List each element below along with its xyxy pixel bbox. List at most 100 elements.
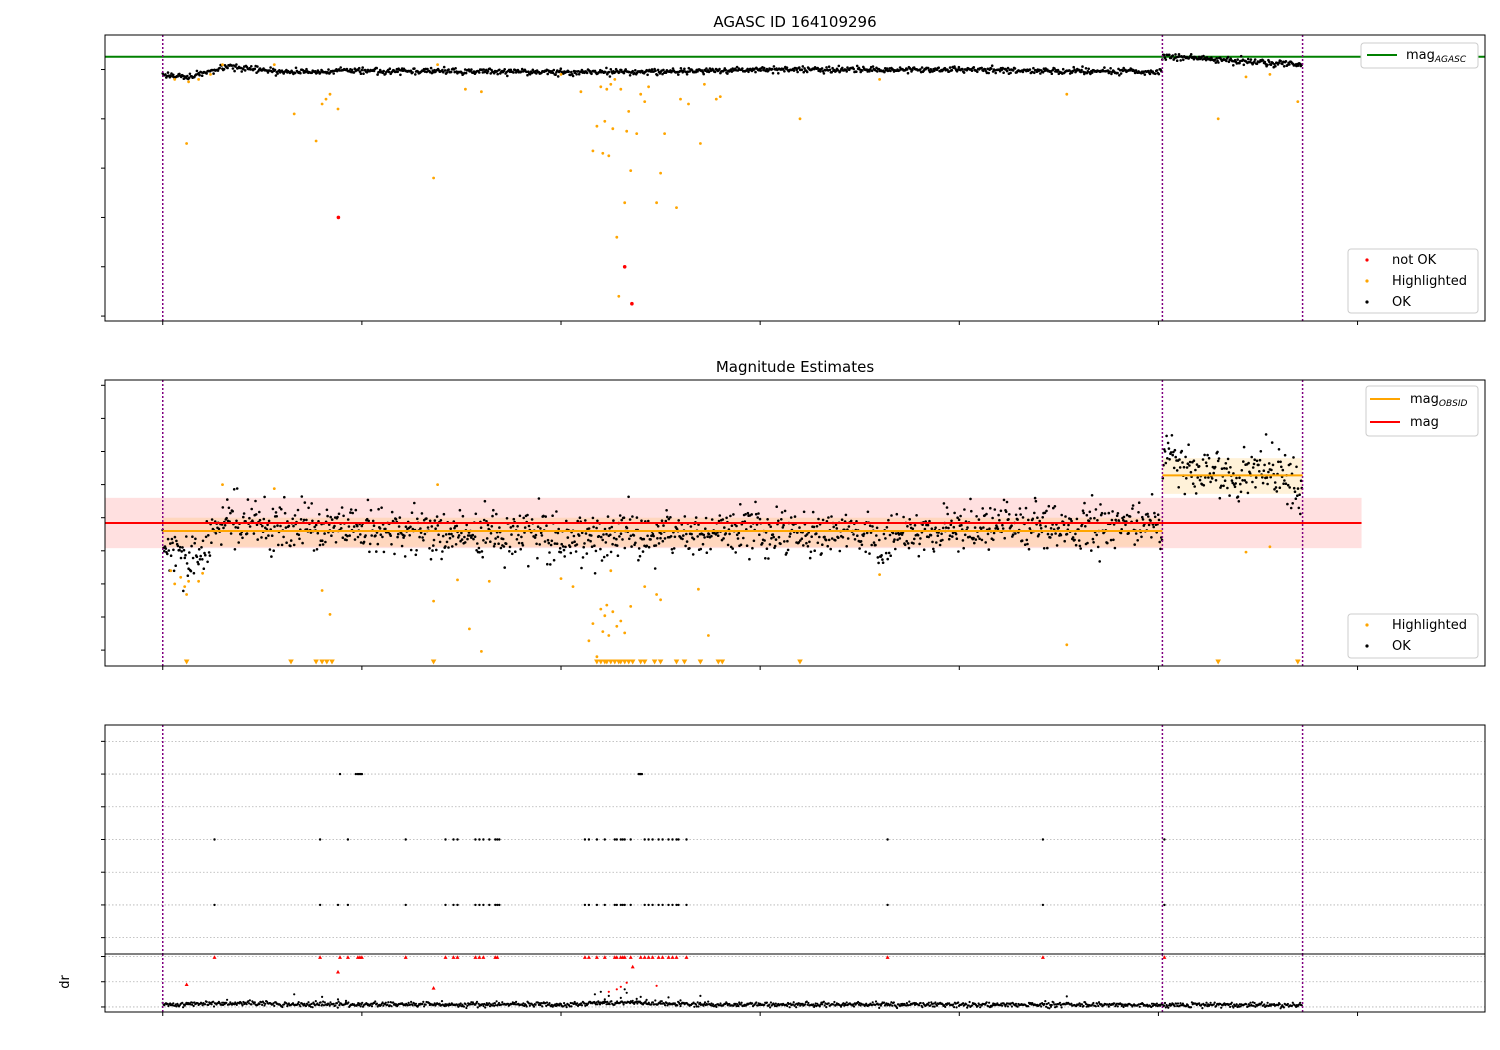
dr-ok-point — [374, 1000, 377, 1003]
ok-point — [933, 69, 936, 72]
dr-not-ok-point — [622, 955, 627, 959]
ok-point — [580, 68, 584, 72]
dr-ok-point — [1058, 1001, 1062, 1004]
ok-point — [1175, 469, 1179, 472]
ok-point — [950, 68, 954, 72]
ok-point — [350, 68, 354, 72]
ok-point — [299, 518, 303, 521]
dr-ok-point — [787, 1002, 790, 1006]
ok-point — [442, 65, 446, 69]
dr-not-ok-point — [594, 955, 599, 959]
ok-point — [264, 526, 267, 530]
ok-point — [1113, 546, 1117, 550]
ok-point — [1024, 506, 1028, 510]
ok-point — [346, 518, 350, 521]
dr-ok-point — [457, 1005, 460, 1008]
ok-point — [420, 512, 424, 515]
highlighted-point — [595, 655, 599, 659]
dr-not-ok-point — [335, 969, 340, 974]
ok-point — [169, 542, 172, 545]
ok-point — [182, 589, 185, 593]
ok-point — [1007, 518, 1010, 521]
ok-point — [951, 531, 955, 535]
ok-point — [1215, 57, 1218, 60]
ok-point — [481, 555, 485, 559]
dr-ok-point — [1094, 1005, 1097, 1008]
ok-point — [1050, 72, 1054, 75]
dr-ok-point — [1290, 1004, 1294, 1007]
ok-point — [631, 515, 634, 518]
ok-point — [1291, 502, 1294, 505]
ok-point — [957, 65, 961, 69]
ok-point — [726, 72, 729, 75]
ok-point — [841, 536, 845, 539]
ok-point — [989, 506, 992, 510]
ok-point — [1171, 54, 1175, 57]
ok-point — [1149, 519, 1152, 522]
ok-point — [868, 524, 872, 528]
ok-point — [202, 567, 206, 570]
dr-ok-point — [1209, 1001, 1212, 1004]
ok-point — [917, 554, 921, 558]
ok-point — [632, 534, 636, 537]
ok-point — [761, 541, 764, 545]
ok-point — [786, 539, 789, 543]
ok-point — [374, 534, 377, 537]
ok-point — [580, 566, 583, 570]
ok-point — [1265, 476, 1269, 479]
flag-point — [671, 838, 674, 841]
ok-point — [461, 514, 465, 518]
ok-point — [1134, 532, 1138, 535]
legend-swatch-highlighted — [1365, 279, 1369, 283]
ok-point — [862, 532, 866, 536]
dr-ok-point — [1079, 1004, 1082, 1008]
ok-point — [368, 550, 371, 554]
ok-point — [739, 503, 742, 506]
ok-point — [837, 536, 840, 539]
dr-ok-point — [962, 1002, 965, 1005]
ok-point — [1047, 504, 1051, 508]
dr-ok-point — [515, 1000, 518, 1004]
dr-ok-point — [728, 1002, 731, 1006]
highlighted-point — [320, 102, 324, 106]
highlighted-point — [643, 100, 647, 103]
ok-point — [811, 510, 815, 514]
dr-not-ok-point — [638, 955, 643, 959]
dr-ok-point — [488, 1002, 491, 1005]
flag-point — [671, 903, 674, 907]
dr-ok-point — [204, 1003, 207, 1006]
dr-ok-point — [907, 1004, 910, 1007]
highlighted-point — [456, 578, 459, 582]
ok-point — [575, 543, 579, 546]
ok-point — [1261, 59, 1265, 62]
highlighted-point — [324, 97, 328, 101]
ok-point — [1089, 72, 1092, 76]
ok-point — [362, 540, 366, 544]
highlighted-point — [432, 176, 435, 180]
ok-point — [913, 537, 916, 541]
flag-point — [478, 903, 481, 907]
ok-point — [664, 519, 668, 523]
flag-point — [623, 838, 626, 841]
ok-point — [1157, 518, 1161, 522]
ok-point — [1030, 531, 1033, 535]
ok-point — [330, 534, 333, 537]
ok-point — [531, 68, 535, 72]
ok-point — [526, 73, 529, 77]
dr-ok-point — [608, 1003, 611, 1006]
dr-not-ok-point — [477, 955, 482, 959]
ok-point — [556, 69, 559, 72]
dr-ok-point — [506, 1002, 510, 1005]
ok-point — [562, 548, 566, 552]
ok-point — [569, 551, 573, 555]
dr-ok-point — [845, 1001, 848, 1004]
dr-ok-point — [501, 1001, 504, 1004]
ok-point — [835, 527, 839, 530]
ok-point — [410, 511, 414, 514]
ok-point — [305, 518, 308, 522]
highlighted-point — [571, 585, 575, 588]
dr-ok-point — [978, 1003, 981, 1006]
dr-ok-point — [1291, 1001, 1294, 1004]
ok-point — [301, 541, 304, 545]
